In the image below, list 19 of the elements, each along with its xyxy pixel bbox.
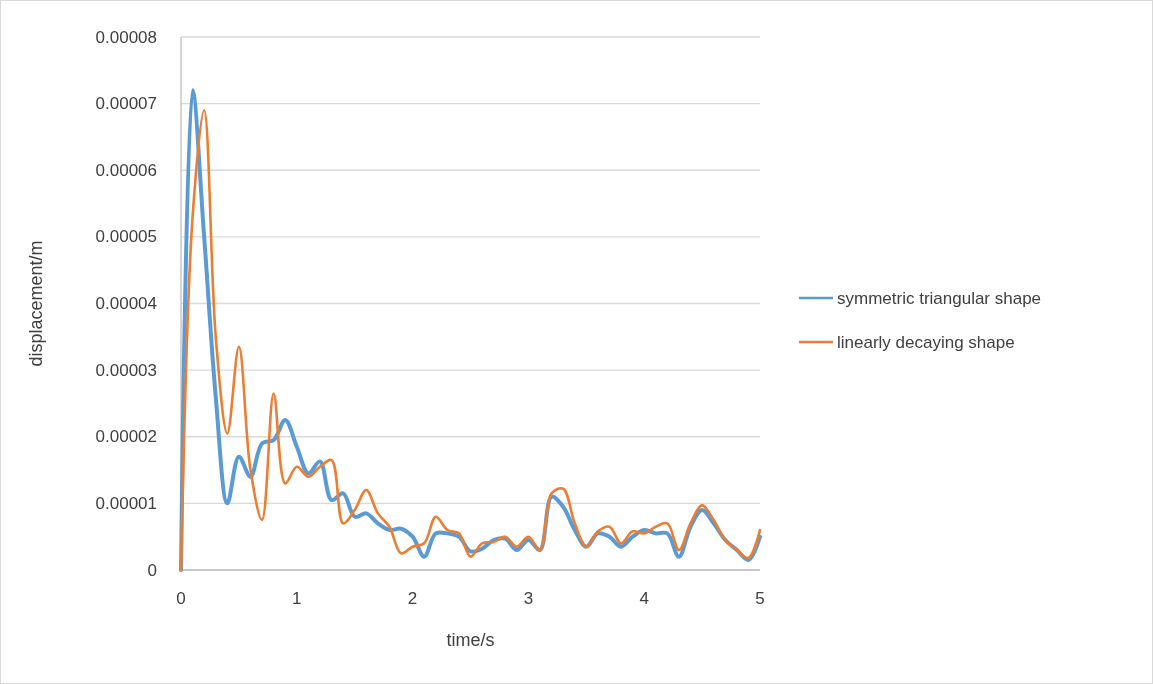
y-tick-label: 0.00007 bbox=[95, 94, 157, 114]
x-tick-label: 1 bbox=[292, 589, 302, 608]
x-tick-label: 4 bbox=[639, 589, 649, 608]
y-tick-label: 0 bbox=[147, 560, 157, 580]
y-tick-label: 0.00002 bbox=[95, 427, 157, 447]
x-axis-title: time/s bbox=[446, 630, 495, 650]
y-tick-label: 0.00008 bbox=[95, 27, 157, 47]
legend-label: symmetric triangular shape bbox=[837, 288, 1042, 308]
y-tick-label: 0.00006 bbox=[95, 160, 157, 180]
legend-label: linearly decaying shape bbox=[837, 332, 1015, 352]
y-tick-label: 0.00003 bbox=[95, 360, 157, 380]
x-tick-label: 3 bbox=[523, 589, 534, 608]
y-tick-label: 0.00004 bbox=[95, 294, 157, 313]
x-tick-label: 0 bbox=[176, 589, 186, 608]
y-tick-label: 0.00005 bbox=[95, 227, 157, 247]
x-tick-label: 5 bbox=[755, 589, 765, 608]
y-tick-label: 0.00001 bbox=[95, 493, 157, 513]
y-axis-title: displacement/m bbox=[26, 240, 46, 367]
x-tick-label: 2 bbox=[407, 589, 418, 608]
